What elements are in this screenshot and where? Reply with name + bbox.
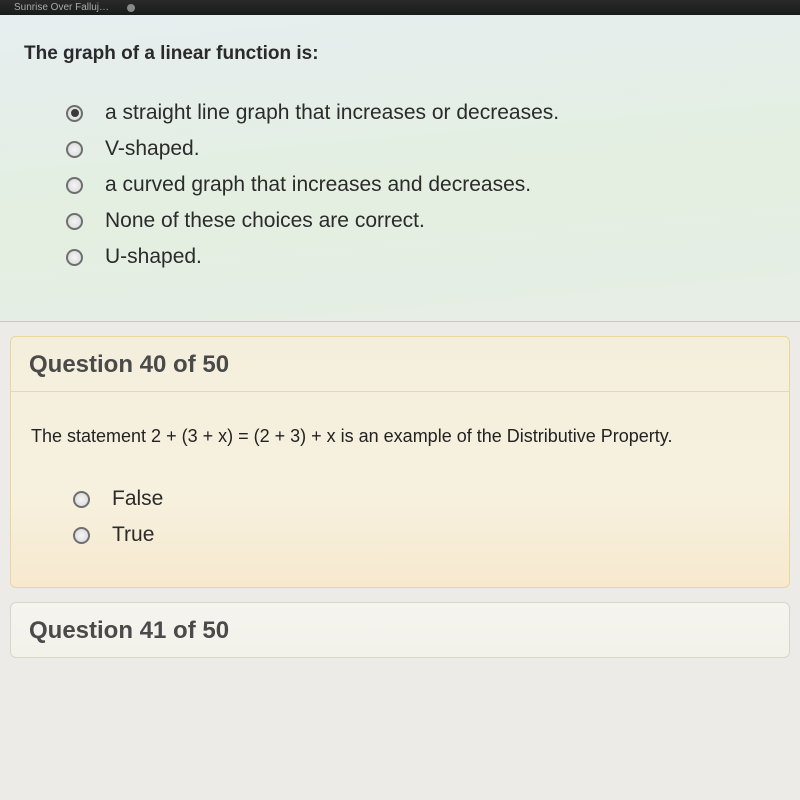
browser-tab-bar: Sunrise Over Falluj…	[0, 0, 800, 15]
option-row[interactable]: U-shaped.	[66, 245, 776, 269]
question-39-options: a straight line graph that increases or …	[24, 101, 776, 269]
question-41-panel: Question 41 of 50	[10, 602, 790, 658]
question-40-body: The statement 2 + (3 + x) = (2 + 3) + x …	[11, 392, 789, 587]
option-row[interactable]: a curved graph that increases and decrea…	[66, 173, 776, 197]
tab-title[interactable]: Sunrise Over Falluj…	[14, 2, 109, 13]
radio-icon[interactable]	[66, 249, 83, 266]
quiz-content: The graph of a linear function is: a str…	[0, 15, 800, 800]
question-41-header: Question 41 of 50	[11, 603, 789, 657]
radio-icon[interactable]	[73, 527, 90, 544]
option-label: U-shaped.	[105, 245, 202, 269]
option-label: None of these choices are correct.	[105, 209, 425, 233]
question-40-options: False True	[31, 487, 769, 547]
option-label: a straight line graph that increases or …	[105, 101, 559, 125]
tab-indicator-icon	[127, 4, 135, 12]
option-label: False	[112, 487, 163, 511]
radio-icon[interactable]	[73, 491, 90, 508]
option-row[interactable]: a straight line graph that increases or …	[66, 101, 776, 125]
option-label: True	[112, 523, 154, 547]
question-40-panel: Question 40 of 50 The statement 2 + (3 +…	[10, 336, 790, 588]
radio-icon[interactable]	[66, 105, 83, 122]
question-39-prompt: The graph of a linear function is:	[24, 43, 776, 65]
option-label: a curved graph that increases and decrea…	[105, 173, 531, 197]
radio-icon[interactable]	[66, 213, 83, 230]
question-40-header: Question 40 of 50	[11, 337, 789, 392]
option-row[interactable]: False	[73, 487, 769, 511]
question-40-prompt: The statement 2 + (3 + x) = (2 + 3) + x …	[31, 426, 769, 447]
radio-icon[interactable]	[66, 141, 83, 158]
option-row[interactable]: V-shaped.	[66, 137, 776, 161]
option-row[interactable]: True	[73, 523, 769, 547]
radio-icon[interactable]	[66, 177, 83, 194]
option-row[interactable]: None of these choices are correct.	[66, 209, 776, 233]
option-label: V-shaped.	[105, 137, 200, 161]
question-39-panel: The graph of a linear function is: a str…	[0, 15, 800, 322]
